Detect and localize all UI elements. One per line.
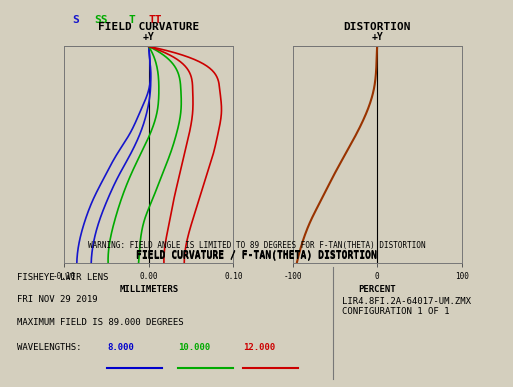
Text: +Y: +Y bbox=[371, 32, 383, 42]
Text: S: S bbox=[72, 15, 80, 25]
Text: TT: TT bbox=[149, 15, 162, 25]
Text: LIR4.8FI.2A-64017-UM.ZMX
CONFIGURATION 1 OF 1: LIR4.8FI.2A-64017-UM.ZMX CONFIGURATION 1… bbox=[342, 296, 471, 316]
Text: FIELD CURVATURE / F-TAN(THETA) DISTORTION: FIELD CURVATURE / F-TAN(THETA) DISTORTIO… bbox=[136, 250, 377, 260]
X-axis label: PERCENT: PERCENT bbox=[358, 285, 396, 295]
Text: 12.000: 12.000 bbox=[243, 343, 275, 352]
Text: 10.000: 10.000 bbox=[179, 343, 210, 352]
Title: FIELD CURVATURE: FIELD CURVATURE bbox=[98, 22, 200, 32]
Text: FISHEYE LWIR LENS: FISHEYE LWIR LENS bbox=[17, 272, 108, 282]
Text: WAVELENGTHS:: WAVELENGTHS: bbox=[17, 343, 81, 352]
Title: DISTORTION: DISTORTION bbox=[343, 22, 411, 32]
Text: MAXIMUM FIELD IS 89.000 DEGREES: MAXIMUM FIELD IS 89.000 DEGREES bbox=[17, 317, 183, 327]
Text: +Y: +Y bbox=[143, 32, 154, 42]
Text: 8.000: 8.000 bbox=[107, 343, 134, 352]
Text: FIELD CURVATURE / F-TAN(THETA) DISTORTION: FIELD CURVATURE / F-TAN(THETA) DISTORTIO… bbox=[136, 251, 377, 261]
Text: WARNING: FIELD ANGLE IS LIMITED TO 89 DEGREES FOR F-TAN(THETA) DISTORTION: WARNING: FIELD ANGLE IS LIMITED TO 89 DE… bbox=[88, 241, 425, 250]
Text: FRI NOV 29 2019: FRI NOV 29 2019 bbox=[17, 295, 97, 304]
Text: SS: SS bbox=[94, 15, 108, 25]
Text: T: T bbox=[128, 15, 135, 25]
X-axis label: MILLIMETERS: MILLIMETERS bbox=[119, 285, 179, 295]
